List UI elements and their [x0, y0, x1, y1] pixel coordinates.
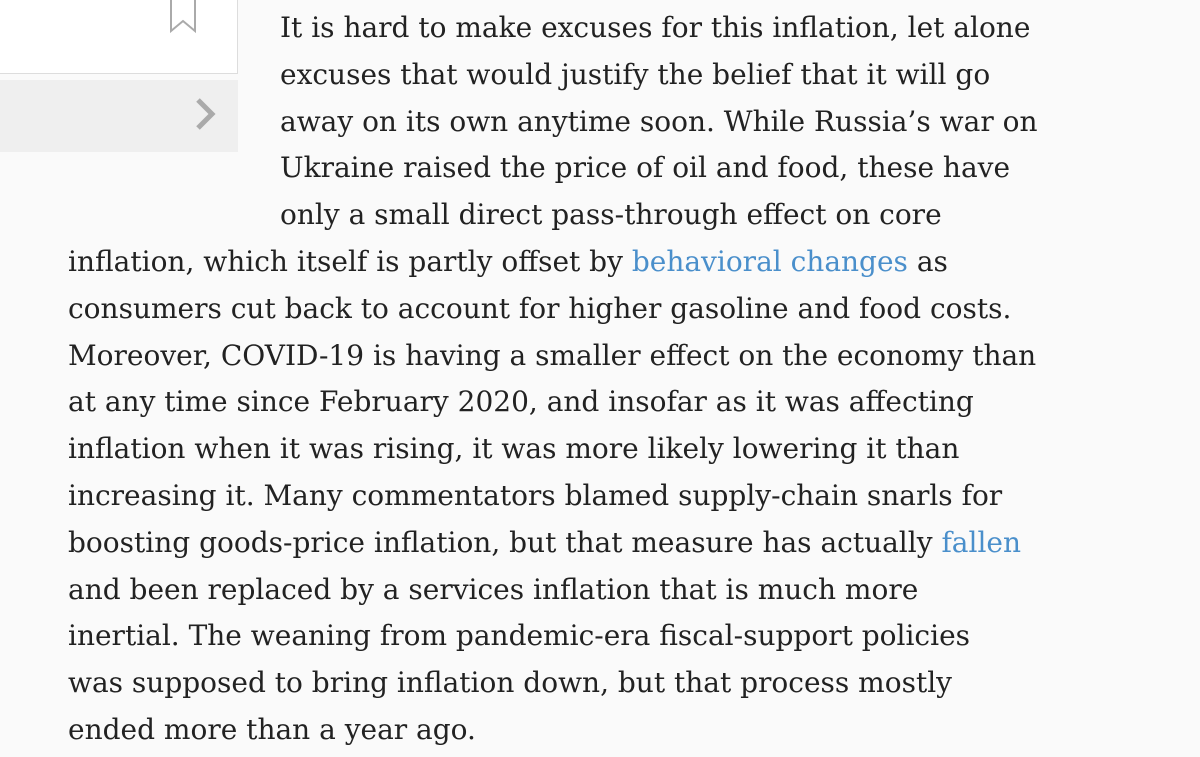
next-button[interactable] — [0, 80, 238, 152]
text-run: inertial. The weaning from pandemic-era … — [68, 619, 971, 653]
link[interactable]: fallen — [941, 525, 1022, 559]
text-line: inertial. The weaning from pandemic-era … — [68, 612, 970, 659]
text-line: only a small direct pass-through effect … — [280, 191, 942, 238]
text-line: It is hard to make excuses for this infl… — [280, 4, 1030, 51]
text-run: boosting goods-price inflation, but that… — [68, 525, 942, 559]
text-line: ended more than a year ago. — [68, 706, 476, 753]
text-line: excuses that would justify the belief th… — [280, 51, 990, 98]
text-line: increasing it. Many commentators blamed … — [68, 472, 1002, 519]
text-run: as — [907, 245, 948, 278]
text-run: increasing it. Many commentators blamed … — [68, 479, 1003, 512]
text-line: consumers cut back to account for higher… — [68, 285, 1011, 332]
text-run: was supposed to bring inflation down, bu… — [68, 666, 952, 700]
text-line: Moreover, COVID-19 is having a smaller e… — [68, 332, 1036, 379]
text-line: inflation, which itself is partly offset… — [68, 238, 948, 285]
text-line: was supposed to bring inflation down, bu… — [68, 659, 952, 706]
text-run: and been replaced by a services inflatio… — [68, 572, 919, 606]
bookmark-icon[interactable] — [165, 0, 205, 39]
text-run: consumers cut back to account for higher… — [68, 291, 1012, 325]
text-run: Moreover, COVID-19 is having a smaller e… — [68, 338, 1037, 372]
text-run: ended more than a year ago. — [68, 713, 476, 746]
text-run: only a small direct pass-through effect … — [280, 198, 942, 232]
text-line: inflation when it was rising, it was mor… — [68, 425, 959, 472]
text-line: Ukraine raised the price of oil and food… — [280, 144, 1010, 191]
text-line: and been replaced by a services inflatio… — [68, 566, 918, 613]
text-run: away on its own anytime soon. While Russ… — [280, 104, 1038, 138]
text-run: Ukraine raised the price of oil and food… — [280, 151, 1011, 185]
link[interactable]: behavioral changes — [631, 245, 908, 278]
text-run: inflation when it was rising, it was mor… — [68, 432, 960, 466]
chevron-icon[interactable] — [192, 96, 222, 136]
text-line: at any time since February 2020, and ins… — [68, 378, 974, 425]
side-panel — [0, 0, 238, 74]
text-run: inflation, which itself is partly offset… — [68, 245, 632, 278]
text-run: at any time since February 2020, and ins… — [68, 385, 974, 419]
text-run: excuses that would justify the belief th… — [280, 57, 991, 91]
text-line: boosting goods-price inflation, but that… — [68, 519, 1021, 566]
text-line: away on its own anytime soon. While Russ… — [280, 98, 1038, 145]
text-run: It is hard to make excuses for this infl… — [280, 11, 1031, 44]
